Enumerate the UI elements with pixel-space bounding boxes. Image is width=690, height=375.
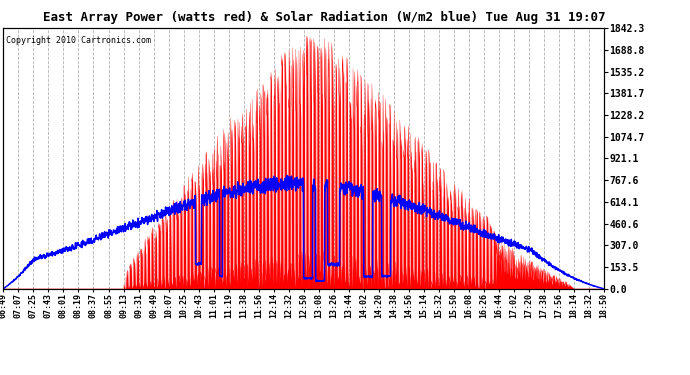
Text: Copyright 2010 Cartronics.com: Copyright 2010 Cartronics.com	[6, 36, 151, 45]
Text: East Array Power (watts red) & Solar Radiation (W/m2 blue) Tue Aug 31 19:07: East Array Power (watts red) & Solar Rad…	[43, 11, 606, 24]
